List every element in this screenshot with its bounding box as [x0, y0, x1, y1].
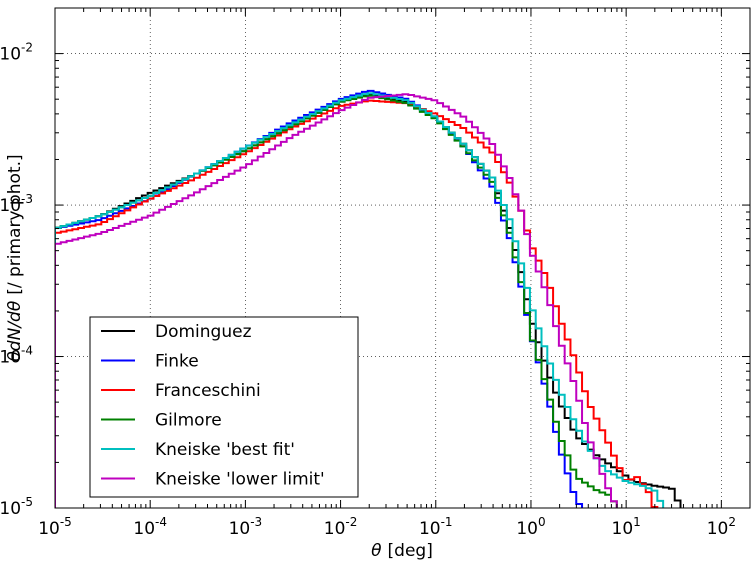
x-tick-base: 10 — [324, 519, 346, 539]
x-tick-exp: -1 — [441, 515, 453, 529]
legend: Dominguez Finke Franceschini Gilmore Kneiske… — [89, 316, 359, 498]
series-line — [55, 93, 618, 508]
x-tick-label: 10-3 — [229, 515, 263, 539]
y-tick-base: 10 — [0, 45, 21, 65]
x-tick-label: 10-4 — [133, 515, 167, 539]
legend-label: Kneiske 'best fit' — [155, 440, 295, 460]
y-tick-label: 10-5 — [0, 495, 33, 519]
x-tick-label: 102 — [707, 515, 736, 539]
series-group — [55, 89, 682, 508]
y-tick-exp: -2 — [21, 41, 33, 55]
x-tick-label: 10-1 — [419, 515, 453, 539]
x-tick-label: 101 — [612, 515, 641, 539]
legend-label: Franceschini — [155, 381, 261, 401]
x-tick-base: 10 — [229, 519, 251, 539]
legend-label: Kneiske 'lower limit' — [155, 470, 325, 490]
x-tick-base: 10 — [612, 519, 634, 539]
y-tick-label: 10-2 — [0, 41, 33, 65]
x-tick-base: 10 — [38, 519, 60, 539]
y-tick-exp: -5 — [21, 495, 33, 509]
x-tick-exp: 2 — [728, 515, 736, 529]
x-tick-exp: -4 — [155, 515, 167, 529]
x-tick-base: 10 — [707, 519, 729, 539]
y-tick-base: 10 — [0, 499, 21, 519]
x-tick-exp: 0 — [538, 515, 546, 529]
x-axis-label: θ [deg] — [371, 541, 433, 561]
y-tick-exp: -4 — [21, 344, 33, 358]
ticks — [54, 7, 751, 509]
plot-area — [55, 89, 682, 508]
x-tick-exp: -5 — [60, 515, 72, 529]
x-tick-base: 10 — [516, 519, 538, 539]
x-tick-label: 100 — [516, 515, 545, 539]
legend-label: Finke — [155, 352, 199, 372]
series-line — [55, 92, 665, 508]
legend-label: Gilmore — [155, 411, 222, 431]
y-tick-label: 10-3 — [0, 192, 33, 216]
x-tick-label: 10-5 — [38, 515, 72, 539]
y-tick-base: 10 — [0, 348, 21, 368]
plot-frame — [54, 7, 751, 509]
x-tick-exp: -3 — [250, 515, 262, 529]
x-tick-exp: 1 — [633, 515, 641, 529]
x-tick-base: 10 — [419, 519, 441, 539]
y-tick-label: 10-4 — [0, 344, 33, 368]
x-tick-label: 10-2 — [324, 515, 358, 539]
y-tick-base: 10 — [0, 196, 21, 216]
x-tick-base: 10 — [133, 519, 155, 539]
x-tick-exp: -2 — [345, 515, 357, 529]
y-tick-exp: -3 — [21, 192, 33, 206]
legend-label: Dominguez — [155, 322, 252, 342]
y-axis-label: θdN/dθ[/ primary phot.] — [5, 154, 25, 361]
tick-labels: 10-5 10-4 10-3 10-2 10-1 100 101 10210-510-410-… — [0, 41, 736, 539]
legend-box — [89, 316, 359, 498]
